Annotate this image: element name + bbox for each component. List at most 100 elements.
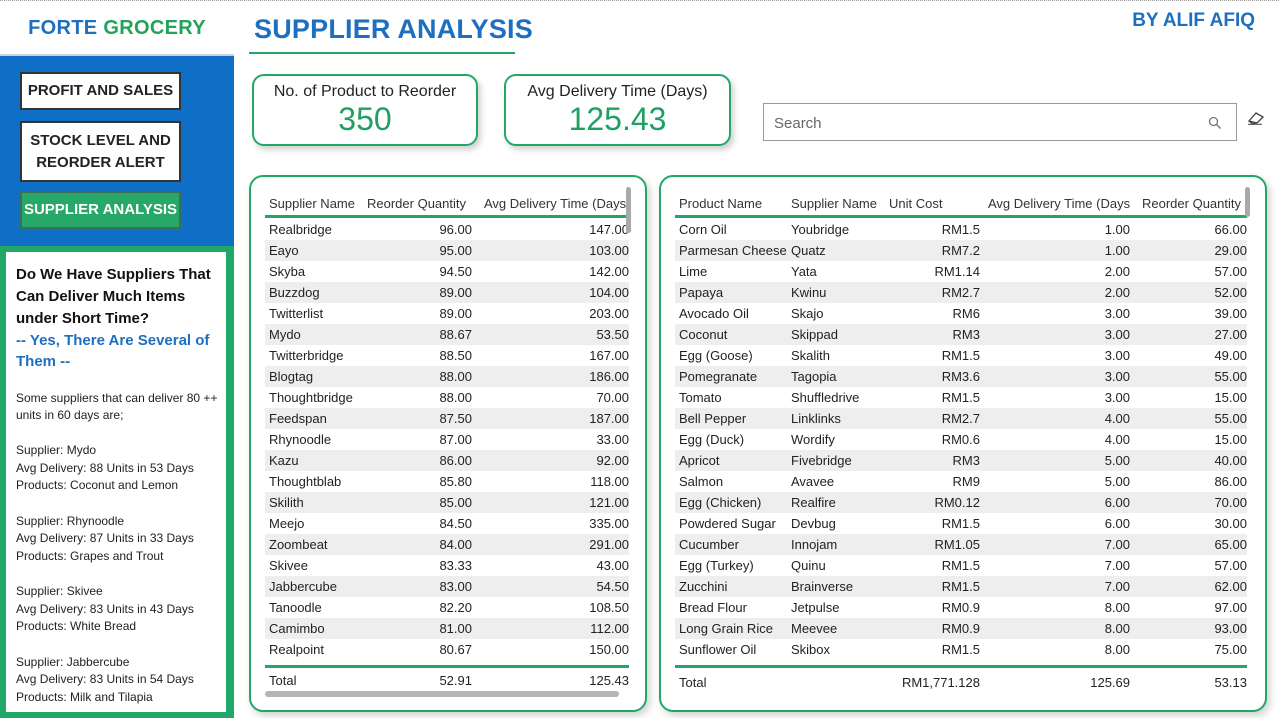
table-cell: Apricot — [679, 453, 720, 468]
table-row[interactable]: Coconut Skippad RM3 3.00 27.00 — [675, 324, 1247, 345]
table-cell: RM3 — [952, 453, 980, 468]
vertical-scrollbar[interactable] — [626, 187, 631, 233]
table-cell: 112.00 — [590, 621, 629, 636]
horizontal-scrollbar[interactable] — [265, 691, 619, 697]
table-row[interactable]: Apricot Fivebridge RM3 5.00 40.00 — [675, 450, 1247, 471]
table-row[interactable]: Bread Flour Jetpulse RM0.9 8.00 97.00 — [675, 597, 1247, 618]
table-cell: 93.00 — [1214, 621, 1247, 636]
table-cell: Long Grain Rice — [679, 621, 773, 636]
table-cell: 39.00 — [1214, 306, 1247, 321]
table-row[interactable]: Zoombeat 84.00 291.00 — [265, 534, 629, 555]
table-row[interactable]: Meejo 84.50 335.00 — [265, 513, 629, 534]
table-row[interactable]: Mydo 88.67 53.50 — [265, 324, 629, 345]
table-cell: RM7.2 — [941, 243, 980, 258]
column-header[interactable]: Avg Delivery Time (Days) — [980, 196, 1130, 211]
table-row[interactable]: Twitterlist 89.00 203.00 — [265, 303, 629, 324]
table-row[interactable]: Realbridge 96.00 147.00 — [265, 219, 629, 240]
table-row[interactable]: Skyba 94.50 142.00 — [265, 261, 629, 282]
table-cell: Wordify — [791, 432, 835, 447]
eraser-icon[interactable] — [1247, 111, 1265, 125]
table-row[interactable]: Egg (Turkey) Quinu RM1.5 7.00 57.00 — [675, 555, 1247, 576]
insight-block: Supplier: Jabbercube Avg Delivery: 83 Un… — [16, 654, 218, 707]
table-row[interactable]: Camimbo 81.00 112.00 — [265, 618, 629, 639]
column-header[interactable]: Avg Delivery Time (Days) — [484, 195, 629, 211]
table-row[interactable]: Skilith 85.00 121.00 — [265, 492, 629, 513]
table-cell: 43.00 — [596, 558, 629, 573]
insight-block: Supplier: Skivee Avg Delivery: 83 Units … — [16, 583, 218, 636]
table-cell: 2.00 — [1104, 264, 1130, 279]
table-cell: Avavee — [791, 474, 835, 489]
table-row[interactable]: Salmon Avavee RM9 5.00 86.00 — [675, 471, 1247, 492]
profit-and-sales-button[interactable]: PROFIT AND SALES — [20, 72, 181, 110]
search-icon[interactable] — [1208, 116, 1222, 130]
table-row[interactable]: Bell Pepper Linklinks RM2.7 4.00 55.00 — [675, 408, 1247, 429]
table-row[interactable]: Kazu 86.00 92.00 — [265, 450, 629, 471]
table-row[interactable]: Parmesan Cheese Quatz RM7.2 1.00 29.00 — [675, 240, 1247, 261]
table-row[interactable]: Corn Oil Youbridge RM1.5 1.00 66.00 — [675, 219, 1247, 240]
table-cell: 150.00 — [589, 642, 629, 657]
table-row[interactable]: Avocado Oil Skajo RM6 3.00 39.00 — [675, 303, 1247, 324]
column-header[interactable]: Reorder Quantity — [365, 196, 472, 211]
table-row[interactable]: Thoughtbridge 88.00 70.00 — [265, 387, 629, 408]
supplier-analysis-button[interactable]: SUPPLIER ANALYSIS — [20, 191, 181, 229]
insight-products: Products: White Bread — [16, 619, 137, 633]
table-row[interactable]: Pomegranate Tagopia RM3.6 3.00 55.00 — [675, 366, 1247, 387]
table-row[interactable]: Twitterbridge 88.50 167.00 — [265, 345, 629, 366]
table-cell: RM0.9 — [941, 600, 980, 615]
vertical-scrollbar[interactable] — [1245, 187, 1250, 217]
column-header[interactable]: Supplier Name — [269, 195, 355, 211]
table-row[interactable]: Jabbercube 83.00 54.50 — [265, 576, 629, 597]
table-body[interactable]: Corn Oil Youbridge RM1.5 1.00 66.00 Parmesan … — [675, 219, 1247, 662]
table-row[interactable]: Egg (Goose) Skalith RM1.5 3.00 49.00 — [675, 345, 1247, 366]
table-cell: 142.00 — [589, 264, 629, 279]
table-row[interactable]: Feedspan 87.50 187.00 — [265, 408, 629, 429]
search-box[interactable] — [763, 103, 1237, 141]
table-cell: RM9 — [952, 474, 980, 489]
table-cell: 82.20 — [439, 600, 472, 615]
table-cell: Twitterbridge — [269, 348, 344, 363]
table-cell: RM1.05 — [934, 537, 980, 552]
table-row[interactable]: Eayo 95.00 103.00 — [265, 240, 629, 261]
insight-products: Products: Milk and Tilapia — [16, 689, 153, 704]
table-row[interactable]: Long Grain Rice Meevee RM0.9 8.00 93.00 — [675, 618, 1247, 639]
table-row[interactable]: Zucchini Brainverse RM1.5 7.00 62.00 — [675, 576, 1247, 597]
insight-delivery: Avg Delivery: 87 Units in 33 Days — [16, 531, 194, 545]
table-row[interactable]: Powdered Sugar Devbug RM1.5 6.00 30.00 — [675, 513, 1247, 534]
table-row[interactable]: Papaya Kwinu RM2.7 2.00 52.00 — [675, 282, 1247, 303]
table-row[interactable]: Cucumber Innojam RM1.05 7.00 65.00 — [675, 534, 1247, 555]
column-header[interactable]: Supplier Name — [791, 195, 877, 211]
table-row[interactable]: Thoughtblab 85.80 118.00 — [265, 471, 629, 492]
table-cell: 84.50 — [439, 516, 472, 531]
stock-level-button[interactable]: STOCK LEVEL AND REORDER ALERT — [20, 121, 181, 182]
table-cell: 203.00 — [589, 306, 629, 321]
table-cell: Skibox — [791, 642, 831, 657]
table-row[interactable]: Realpoint 80.67 150.00 — [265, 639, 629, 660]
table-body[interactable]: Realbridge 96.00 147.00 Eayo 95.00 103.00 Skyb… — [265, 219, 629, 662]
search-input[interactable] — [774, 112, 1194, 134]
table-row[interactable]: Buzzdog 89.00 104.00 — [265, 282, 629, 303]
page-title: SUPPLIER ANALYSIS — [254, 14, 533, 44]
column-header[interactable]: Reorder Quantity — [1142, 195, 1241, 211]
table-cell: 3.00 — [1104, 327, 1130, 342]
table-cell: RM3 — [952, 327, 980, 342]
table-row[interactable]: Lime Yata RM1.14 2.00 57.00 — [675, 261, 1247, 282]
table-row[interactable]: Blogtag 88.00 186.00 — [265, 366, 629, 387]
column-header[interactable]: Unit Cost — [889, 195, 943, 211]
table-row[interactable]: Sunflower Oil Skibox RM1.5 8.00 75.00 — [675, 639, 1247, 660]
total-cell: 125.69 — [1090, 674, 1130, 690]
table-cell: Salmon — [679, 474, 724, 489]
table-row[interactable]: Skivee 83.33 43.00 — [265, 555, 629, 576]
table-row[interactable]: Tanoodle 82.20 108.50 — [265, 597, 629, 618]
table-cell: Thoughtbridge — [269, 390, 353, 405]
table-cell: RM2.7 — [941, 285, 980, 300]
table-row[interactable]: Tomato Shuffledrive RM1.5 3.00 15.00 — [675, 387, 1247, 408]
table-row[interactable]: Egg (Duck) Wordify RM0.6 4.00 15.00 — [675, 429, 1247, 450]
table-row[interactable]: Egg (Chicken) Realfire RM0.12 6.00 70.00 — [675, 492, 1247, 513]
table-cell: Thoughtblab — [269, 474, 342, 489]
table-row[interactable]: Rhynoodle 87.00 33.00 — [265, 429, 629, 450]
table-cell: Linklinks — [791, 411, 841, 426]
column-header[interactable]: Product Name — [679, 195, 763, 211]
insight-delivery: Avg Delivery: 88 Units in 53 Days — [16, 460, 194, 475]
table-cell: 57.00 — [1214, 558, 1247, 573]
table-cell: Shuffledrive — [791, 390, 860, 405]
